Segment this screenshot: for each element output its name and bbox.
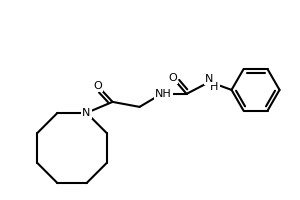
Text: O: O <box>93 81 102 91</box>
Text: N: N <box>82 108 91 118</box>
Text: NH: NH <box>155 89 172 99</box>
Text: H: H <box>210 82 219 92</box>
Text: O: O <box>168 73 177 83</box>
Text: N: N <box>206 74 214 84</box>
